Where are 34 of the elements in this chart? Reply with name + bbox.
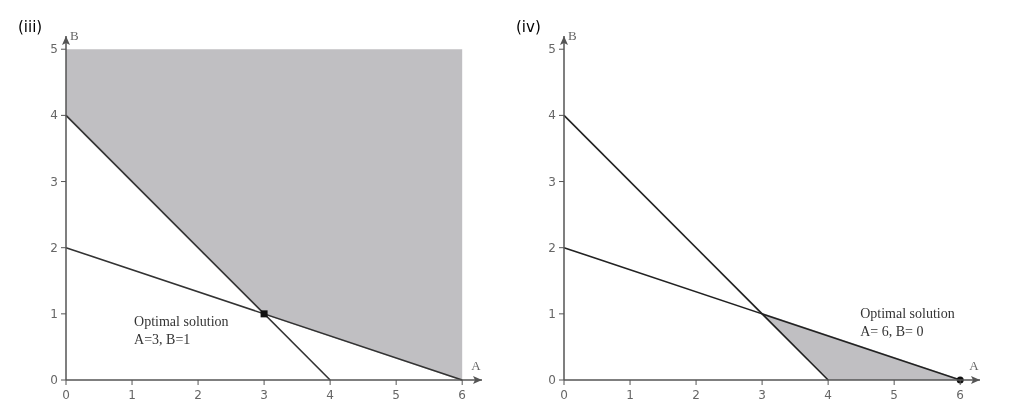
x-tick-label: 2 (692, 388, 700, 402)
x-tick-label: 4 (326, 388, 334, 402)
y-tick-label: 4 (50, 108, 58, 123)
x-tick-label: 0 (560, 388, 568, 402)
x-tick-label: 5 (890, 388, 898, 402)
x-axis-title: A (969, 358, 980, 373)
y-tick-label: 3 (548, 174, 556, 189)
x-tick-label: 3 (758, 388, 766, 402)
annotation: Optimal solution A= 6, B= 0 (860, 306, 955, 339)
y-tick-label: 2 (50, 240, 58, 255)
x-tick-label: 5 (392, 388, 400, 402)
chart-title: (iv) (516, 18, 541, 36)
x-tick-label: 4 (824, 388, 832, 402)
x-tick-label: 6 (458, 388, 467, 402)
y-tick-label: 1 (50, 306, 58, 321)
y-tick-label: 2 (548, 240, 556, 255)
y-tick-label: 4 (548, 108, 556, 123)
y-tick-label: 0 (50, 373, 58, 387)
x-tick-label: 1 (626, 388, 634, 402)
y-tick-label: 3 (50, 174, 58, 189)
x-tick-label: 1 (128, 388, 136, 402)
x-tick-label: 3 (260, 388, 268, 402)
y-axis-title: B (568, 28, 577, 43)
x-tick-label: 0 (62, 388, 70, 402)
y-tick-label: 5 (548, 42, 556, 57)
y-axis-title: B (70, 28, 79, 43)
chart-title: (iii) (18, 18, 43, 36)
y-tick-label: 0 (548, 373, 556, 387)
annotation: Optimal solution A=3, B=1 (134, 313, 229, 347)
x-tick-label: 2 (194, 388, 202, 402)
y-tick-label: 5 (50, 42, 58, 57)
y-tick-label: 1 (548, 306, 556, 321)
x-tick-label: 6 (956, 388, 965, 402)
x-axis-title: A (471, 358, 482, 373)
